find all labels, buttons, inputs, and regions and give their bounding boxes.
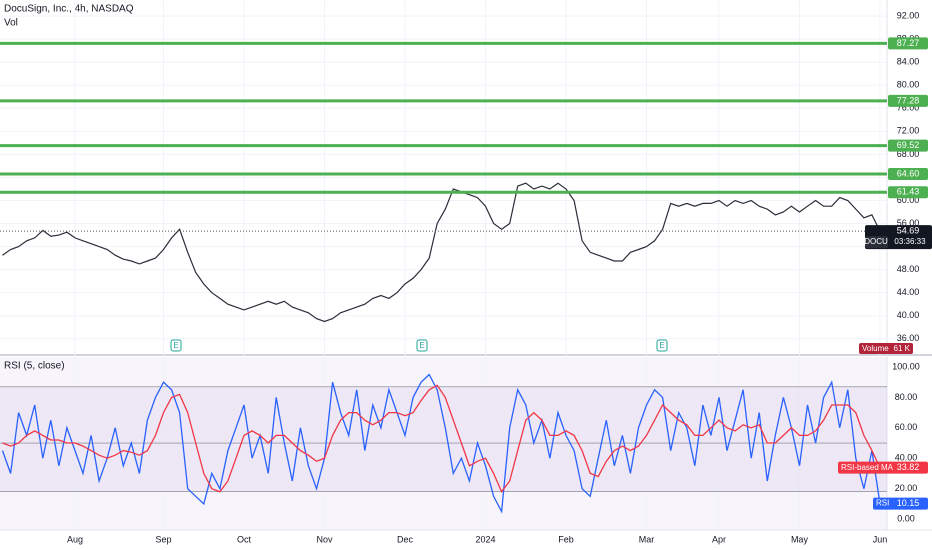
ma-value: 33.82 bbox=[897, 462, 920, 472]
y-tick-label: 60.00 bbox=[897, 195, 920, 205]
symbol-box bbox=[865, 236, 888, 249]
rsi-tick-label: 100.00 bbox=[892, 361, 920, 371]
level-label: 64.60 bbox=[897, 168, 920, 178]
earnings-marker bbox=[656, 339, 668, 352]
rsi-title: RSI (5, close) bbox=[4, 361, 65, 372]
volume-box bbox=[859, 343, 913, 354]
x-tick-label: Nov bbox=[316, 534, 333, 544]
x-tick-label: Dec bbox=[397, 534, 414, 544]
level-label-box bbox=[888, 167, 928, 180]
x-tick-label: Jun bbox=[873, 534, 888, 544]
earnings-label: E bbox=[419, 341, 424, 350]
volume-label: Volume bbox=[862, 344, 889, 353]
x-tick-label: 2024 bbox=[475, 534, 495, 544]
series-line bbox=[2, 384, 881, 493]
rsi-tick-label: 40.00 bbox=[895, 453, 918, 463]
rsi-tick-label: 80.00 bbox=[895, 392, 918, 402]
volume-value: 61 K bbox=[894, 344, 911, 353]
level-label: 69.52 bbox=[897, 140, 920, 150]
earnings-label: E bbox=[173, 341, 178, 350]
y-tick-label: 48.00 bbox=[897, 264, 920, 274]
earnings-label: E bbox=[659, 341, 664, 350]
earnings-marker bbox=[416, 339, 428, 352]
y-tick-label: 72.00 bbox=[897, 126, 920, 136]
symbol-label: DOCU bbox=[864, 237, 888, 246]
rsi-tick-label: 60.00 bbox=[895, 422, 918, 432]
y-tick-label: 36.00 bbox=[897, 333, 920, 343]
level-label: 87.27 bbox=[897, 38, 920, 48]
y-tick-label: 40.00 bbox=[897, 310, 920, 320]
level-label-box bbox=[888, 139, 928, 152]
level-label-box bbox=[888, 186, 928, 199]
x-tick-label: Apr bbox=[712, 534, 726, 544]
level-label: 77.28 bbox=[897, 95, 920, 105]
series-line bbox=[1, 373, 881, 514]
x-tick-label: Oct bbox=[237, 534, 252, 544]
y-tick-label: 80.00 bbox=[897, 80, 920, 90]
last-price-label: 54.69 bbox=[897, 225, 920, 235]
level-label: 61.43 bbox=[897, 187, 920, 197]
y-tick-label: 76.00 bbox=[897, 103, 920, 113]
x-tick-label: Aug bbox=[67, 534, 83, 544]
y-tick-label: 44.00 bbox=[897, 287, 920, 297]
x-tick-label: Sep bbox=[155, 534, 171, 544]
y-tick-label: 68.00 bbox=[897, 149, 920, 159]
countdown-label: 03:36:33 bbox=[894, 237, 926, 246]
rsi-value: 10.15 bbox=[897, 498, 920, 508]
x-tick-label: May bbox=[791, 534, 809, 544]
rsi-label-box bbox=[873, 497, 928, 510]
y-tick-label: 92.00 bbox=[897, 11, 920, 21]
level-label-box bbox=[888, 37, 928, 50]
rsi-tick-label: 20.00 bbox=[895, 483, 918, 493]
level-label-box bbox=[888, 94, 928, 107]
rsi-panel-bg bbox=[0, 357, 887, 530]
volume-indicator-label: Vol bbox=[4, 18, 18, 29]
ma-label-box bbox=[838, 461, 928, 474]
ma-name: RSI-based MA bbox=[841, 463, 894, 472]
x-tick-label: Feb bbox=[558, 534, 574, 544]
series-line bbox=[2, 182, 881, 323]
rsi-tick-label: 0.00 bbox=[897, 513, 915, 523]
rsi-name: RSI bbox=[876, 499, 889, 508]
chart-title: DocuSign, Inc., 4h, NASDAQ bbox=[4, 4, 134, 15]
earnings-marker bbox=[170, 339, 182, 352]
y-tick-label: 56.00 bbox=[897, 218, 920, 228]
x-tick-label: Mar bbox=[639, 534, 655, 544]
y-tick-label: 84.00 bbox=[897, 57, 920, 67]
